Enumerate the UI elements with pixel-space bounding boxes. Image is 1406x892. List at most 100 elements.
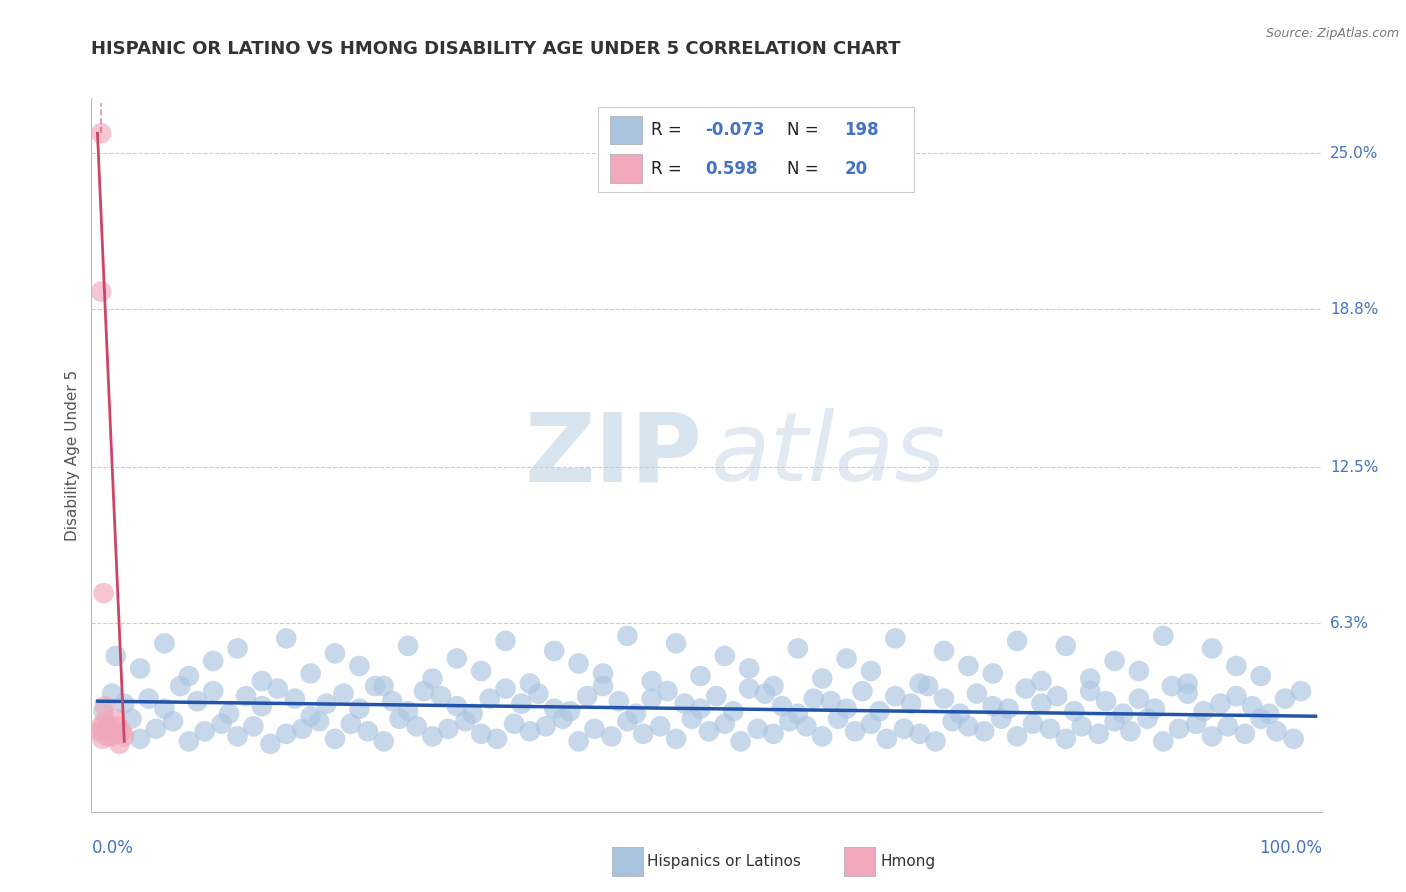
Point <box>990 712 1012 726</box>
Point <box>997 702 1019 716</box>
Point <box>108 727 131 741</box>
Point <box>454 714 477 729</box>
Point <box>364 679 387 693</box>
Point <box>1046 689 1069 703</box>
Point <box>1185 716 1208 731</box>
Point <box>1039 722 1062 736</box>
Point <box>186 694 208 708</box>
Point <box>226 729 249 743</box>
Point <box>1160 679 1182 693</box>
Point <box>1128 691 1150 706</box>
Point <box>949 706 972 721</box>
Point <box>93 586 115 600</box>
Point <box>607 694 630 708</box>
Point <box>1054 639 1077 653</box>
Point <box>1282 731 1305 746</box>
Point <box>665 636 688 650</box>
Bar <box>610 154 641 183</box>
Point <box>932 691 955 706</box>
Text: 198: 198 <box>844 121 879 139</box>
Point <box>796 719 818 733</box>
Point <box>592 679 614 693</box>
Point <box>641 674 664 689</box>
Point <box>107 719 129 733</box>
Point <box>1104 714 1126 729</box>
Point <box>820 694 842 708</box>
Point <box>90 285 112 299</box>
Point <box>835 702 858 716</box>
Point <box>576 689 599 703</box>
Point <box>211 716 233 731</box>
Point <box>242 719 264 733</box>
Point <box>510 697 533 711</box>
Point <box>1241 699 1264 714</box>
Point <box>485 731 508 746</box>
Point <box>111 724 134 739</box>
Point <box>98 719 121 733</box>
Point <box>568 734 591 748</box>
Point <box>1250 669 1272 683</box>
Point <box>747 722 769 736</box>
Point <box>250 699 273 714</box>
Point <box>388 712 411 726</box>
Point <box>332 687 354 701</box>
Point <box>1031 697 1053 711</box>
Point <box>349 659 371 673</box>
Point <box>202 654 225 668</box>
Text: 6.3%: 6.3% <box>1330 615 1369 631</box>
Text: 100.0%: 100.0% <box>1258 839 1322 857</box>
Point <box>478 691 501 706</box>
Point <box>1209 697 1232 711</box>
Point <box>811 729 834 743</box>
Point <box>112 697 135 711</box>
Point <box>981 666 1004 681</box>
Point <box>276 632 298 646</box>
Point <box>1054 731 1077 746</box>
Point <box>267 681 290 696</box>
Text: Hmong: Hmong <box>880 855 935 869</box>
Point <box>422 672 444 686</box>
Point <box>153 636 176 650</box>
Point <box>1216 719 1239 733</box>
Point <box>396 704 419 718</box>
Point <box>94 714 117 729</box>
Point <box>145 722 167 736</box>
Point <box>470 664 492 678</box>
Point <box>681 712 703 726</box>
Point <box>1289 684 1312 698</box>
Point <box>1168 722 1191 736</box>
Point <box>89 724 111 739</box>
Point <box>108 737 131 751</box>
Point <box>893 722 915 736</box>
Point <box>527 687 550 701</box>
Text: 25.0%: 25.0% <box>1330 146 1378 161</box>
Point <box>908 727 931 741</box>
Point <box>942 714 965 729</box>
Text: HISPANIC OR LATINO VS HMONG DISABILITY AGE UNDER 5 CORRELATION CHART: HISPANIC OR LATINO VS HMONG DISABILITY A… <box>91 40 901 58</box>
Point <box>129 661 152 675</box>
Point <box>1128 664 1150 678</box>
Point <box>583 722 606 736</box>
Point <box>103 727 125 741</box>
Text: 0.598: 0.598 <box>704 160 758 178</box>
Text: 12.5%: 12.5% <box>1330 460 1378 475</box>
Point <box>1250 712 1272 726</box>
Point <box>1005 633 1028 648</box>
Point <box>1078 672 1101 686</box>
Point <box>1233 727 1256 741</box>
Text: Hispanics or Latinos: Hispanics or Latinos <box>647 855 800 869</box>
Point <box>381 694 404 708</box>
Point <box>1274 691 1296 706</box>
Point <box>235 689 257 703</box>
Point <box>202 684 225 698</box>
Point <box>1201 729 1223 743</box>
Point <box>104 712 127 726</box>
Point <box>844 724 866 739</box>
Point <box>600 729 623 743</box>
Point <box>981 699 1004 714</box>
Point <box>104 648 127 663</box>
Point <box>673 697 696 711</box>
Point <box>966 687 988 701</box>
Point <box>422 729 444 743</box>
Point <box>250 674 273 689</box>
